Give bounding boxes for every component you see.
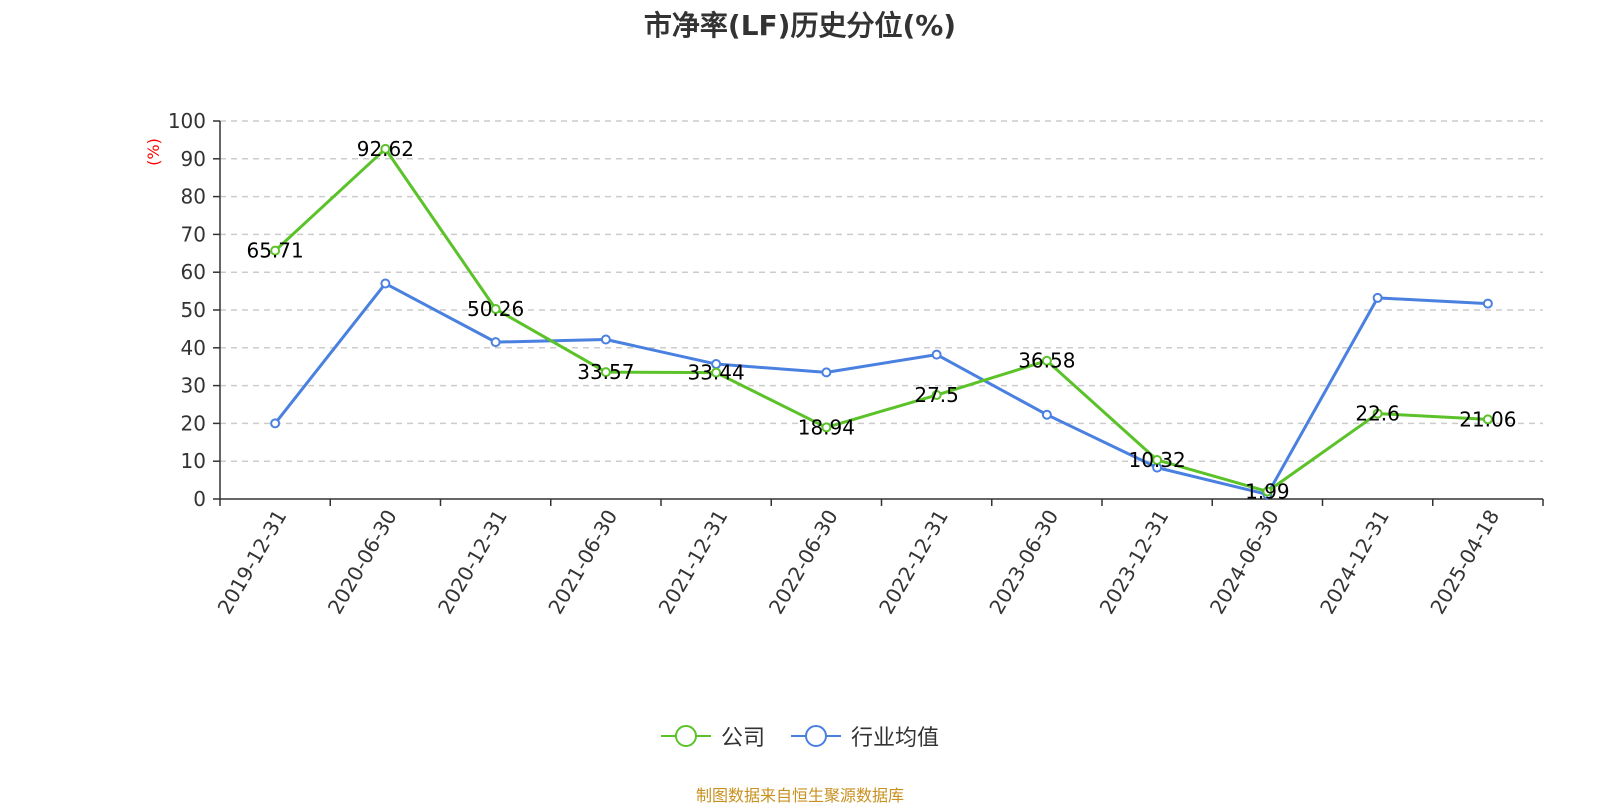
- x-tick-label: 2021-12-31: [654, 506, 733, 619]
- data-label-company: 36.58: [1018, 349, 1075, 373]
- y-tick-label: 10: [181, 449, 206, 473]
- x-tick-label: 2020-06-30: [323, 506, 402, 619]
- data-point-company[interactable]: [380, 143, 391, 154]
- data-point-industry[interactable]: [380, 278, 391, 289]
- series-line-industry: [273, 282, 1488, 496]
- data-label-company: 21.06: [1459, 407, 1516, 431]
- y-tick-label: 50: [181, 298, 206, 322]
- data-point-company[interactable]: [600, 367, 611, 378]
- legend-item-industry[interactable]: 行业均值: [791, 720, 939, 752]
- chart-title: 市净率(LF)历史分位(%): [643, 9, 957, 42]
- legend-industry-marker: [791, 725, 841, 747]
- data-point-industry[interactable]: [1372, 292, 1383, 303]
- series-line-company: [274, 147, 1488, 493]
- data-label-company: 27.5: [914, 383, 959, 407]
- grid-layer: [220, 120, 1543, 462]
- data-point-industry[interactable]: [1041, 409, 1052, 420]
- data-label-company: 1.99: [1245, 479, 1290, 503]
- x-tick-label: 2019-12-31: [213, 506, 292, 619]
- y-tick-label: 0: [193, 487, 206, 511]
- data-point-industry[interactable]: [1482, 298, 1493, 309]
- y-tick-label: 100: [168, 109, 206, 133]
- data-label-layer: 65.71 92.62 50.26 33.57 33.44 18.94 27.5 36.58 1…: [246, 137, 1516, 504]
- x-tick-label: 2022-06-30: [764, 506, 843, 619]
- x-tick-label: 2023-06-30: [984, 506, 1063, 619]
- y-tick-label: 80: [181, 185, 206, 209]
- y-tick-label: 40: [181, 336, 206, 360]
- data-point-industry[interactable]: [270, 418, 281, 429]
- legend: 公司 行业均值: [0, 720, 1600, 752]
- data-point-company[interactable]: [1152, 454, 1163, 465]
- legend-company-marker: [660, 725, 711, 747]
- data-label-company: 33.44: [687, 361, 744, 385]
- x-tick-label: 2020-12-31: [433, 506, 512, 619]
- axis-layer: 0 10 20 30 40 50 60 70 80 90 100 2019-12-31 2020-06-…: [168, 109, 1544, 619]
- data-point-industry[interactable]: [931, 349, 942, 360]
- legend-label-industry: 行业均值: [851, 726, 940, 751]
- data-point-company[interactable]: [1041, 355, 1052, 366]
- data-point-company[interactable]: [1372, 408, 1383, 419]
- series-layer: [270, 143, 1493, 500]
- data-label-company: 10.32: [1128, 448, 1185, 472]
- y-axis-title: (%): [144, 138, 163, 166]
- data-label-company: 65.71: [246, 239, 303, 263]
- data-point-industry[interactable]: [821, 367, 832, 378]
- y-tick-label: 70: [181, 222, 206, 246]
- y-tick-label: 90: [181, 147, 206, 171]
- y-tick-label: 30: [181, 374, 206, 398]
- x-tick-label: 2023-12-31: [1095, 506, 1174, 619]
- data-label-company: 92.62: [357, 137, 414, 161]
- data-point-company[interactable]: [821, 422, 832, 433]
- legend-item-company[interactable]: 公司: [660, 720, 765, 752]
- x-tick-label: 2022-12-31: [874, 506, 953, 619]
- y-tick-label: 60: [181, 260, 206, 284]
- source-note: 制图数据来自恒生聚源数据库: [695, 786, 904, 805]
- x-tick-label: 2021-06-30: [543, 506, 622, 619]
- data-point-company[interactable]: [931, 390, 942, 401]
- x-tick-label: 2025-04-18: [1425, 506, 1504, 619]
- data-point-company[interactable]: [270, 245, 281, 256]
- x-tick-label: 2024-12-31: [1315, 506, 1394, 619]
- data-point-company[interactable]: [711, 367, 722, 378]
- legend-label-company: 公司: [720, 726, 765, 751]
- data-label-company: 22.6: [1355, 402, 1400, 426]
- data-point-company[interactable]: [490, 304, 501, 315]
- data-point-company[interactable]: [1482, 414, 1493, 425]
- data-point-industry[interactable]: [600, 334, 611, 345]
- data-point-industry[interactable]: [490, 337, 501, 348]
- data-label-company: 18.94: [798, 415, 855, 439]
- x-tick-label: 2024-06-30: [1205, 506, 1284, 619]
- data-point-company[interactable]: [1262, 486, 1273, 497]
- y-tick-label: 20: [181, 411, 206, 435]
- data-label-company: 50.26: [467, 297, 524, 321]
- data-label-company: 33.57: [577, 360, 634, 384]
